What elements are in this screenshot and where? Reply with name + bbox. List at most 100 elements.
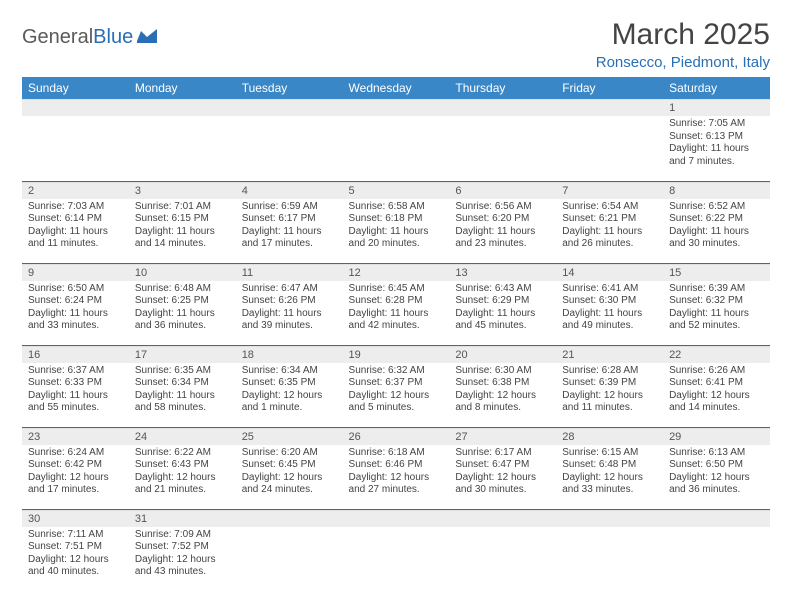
cell-body: Sunrise: 6:20 AMSunset: 6:45 PMDaylight:… bbox=[236, 445, 343, 501]
cell-body: Sunrise: 6:47 AMSunset: 6:26 PMDaylight:… bbox=[236, 281, 343, 337]
cell-body: Sunrise: 6:34 AMSunset: 6:35 PMDaylight:… bbox=[236, 363, 343, 419]
daynum: 6 bbox=[449, 182, 556, 199]
daynum: 22 bbox=[663, 346, 770, 363]
month-title: March 2025 bbox=[596, 18, 770, 52]
cell-body: Sunrise: 7:03 AMSunset: 6:14 PMDaylight:… bbox=[22, 199, 129, 255]
logo-text-general: General bbox=[22, 26, 93, 49]
calendar-cell: 17Sunrise: 6:35 AMSunset: 6:34 PMDayligh… bbox=[129, 345, 236, 427]
cell-body: Sunrise: 7:11 AMSunset: 7:51 PMDaylight:… bbox=[22, 527, 129, 583]
calendar-cell: 4Sunrise: 6:59 AMSunset: 6:17 PMDaylight… bbox=[236, 181, 343, 263]
daynum: 18 bbox=[236, 346, 343, 363]
cell-body: Sunrise: 6:18 AMSunset: 6:46 PMDaylight:… bbox=[343, 445, 450, 501]
calendar-cell: 13Sunrise: 6:43 AMSunset: 6:29 PMDayligh… bbox=[449, 263, 556, 345]
weekday-header: Sunday bbox=[22, 77, 129, 99]
calendar-cell: 30Sunrise: 7:11 AMSunset: 7:51 PMDayligh… bbox=[22, 509, 129, 591]
calendar-cell bbox=[236, 99, 343, 181]
daynum-empty bbox=[556, 99, 663, 116]
daynum-empty bbox=[449, 99, 556, 116]
cell-body: Sunrise: 6:24 AMSunset: 6:42 PMDaylight:… bbox=[22, 445, 129, 501]
daynum-empty bbox=[129, 99, 236, 116]
cell-body: Sunrise: 6:37 AMSunset: 6:33 PMDaylight:… bbox=[22, 363, 129, 419]
daynum: 20 bbox=[449, 346, 556, 363]
daynum: 5 bbox=[343, 182, 450, 199]
daynum: 25 bbox=[236, 428, 343, 445]
cell-body: Sunrise: 6:15 AMSunset: 6:48 PMDaylight:… bbox=[556, 445, 663, 501]
calendar-cell: 28Sunrise: 6:15 AMSunset: 6:48 PMDayligh… bbox=[556, 427, 663, 509]
daynum: 16 bbox=[22, 346, 129, 363]
calendar-cell bbox=[556, 99, 663, 181]
cell-body: Sunrise: 6:58 AMSunset: 6:18 PMDaylight:… bbox=[343, 199, 450, 255]
daynum: 26 bbox=[343, 428, 450, 445]
calendar-cell bbox=[343, 99, 450, 181]
calendar-cell: 15Sunrise: 6:39 AMSunset: 6:32 PMDayligh… bbox=[663, 263, 770, 345]
cell-body: Sunrise: 6:45 AMSunset: 6:28 PMDaylight:… bbox=[343, 281, 450, 337]
daynum-empty bbox=[343, 510, 450, 527]
logo-text-blue: Blue bbox=[93, 26, 133, 49]
daynum: 31 bbox=[129, 510, 236, 527]
calendar-cell: 31Sunrise: 7:09 AMSunset: 7:52 PMDayligh… bbox=[129, 509, 236, 591]
daynum-empty bbox=[663, 510, 770, 527]
calendar-cell bbox=[343, 509, 450, 591]
calendar-cell: 12Sunrise: 6:45 AMSunset: 6:28 PMDayligh… bbox=[343, 263, 450, 345]
daynum-empty bbox=[343, 99, 450, 116]
calendar-cell bbox=[449, 509, 556, 591]
calendar-cell: 11Sunrise: 6:47 AMSunset: 6:26 PMDayligh… bbox=[236, 263, 343, 345]
cell-body: Sunrise: 6:43 AMSunset: 6:29 PMDaylight:… bbox=[449, 281, 556, 337]
weekday-header: Saturday bbox=[663, 77, 770, 99]
cell-body: Sunrise: 6:41 AMSunset: 6:30 PMDaylight:… bbox=[556, 281, 663, 337]
daynum: 27 bbox=[449, 428, 556, 445]
calendar-cell bbox=[129, 99, 236, 181]
cell-body: Sunrise: 6:35 AMSunset: 6:34 PMDaylight:… bbox=[129, 363, 236, 419]
daynum: 30 bbox=[22, 510, 129, 527]
daynum-empty bbox=[236, 510, 343, 527]
weekday-header: Monday bbox=[129, 77, 236, 99]
cell-body: Sunrise: 6:30 AMSunset: 6:38 PMDaylight:… bbox=[449, 363, 556, 419]
calendar-cell: 22Sunrise: 6:26 AMSunset: 6:41 PMDayligh… bbox=[663, 345, 770, 427]
logo: GeneralBlue bbox=[22, 18, 159, 49]
calendar-body: 1Sunrise: 7:05 AMSunset: 6:13 PMDaylight… bbox=[22, 99, 770, 591]
calendar-cell: 2Sunrise: 7:03 AMSunset: 6:14 PMDaylight… bbox=[22, 181, 129, 263]
daynum: 19 bbox=[343, 346, 450, 363]
daynum: 24 bbox=[129, 428, 236, 445]
cell-body: Sunrise: 6:17 AMSunset: 6:47 PMDaylight:… bbox=[449, 445, 556, 501]
daynum: 7 bbox=[556, 182, 663, 199]
calendar-cell: 10Sunrise: 6:48 AMSunset: 6:25 PMDayligh… bbox=[129, 263, 236, 345]
location: Ronsecco, Piedmont, Italy bbox=[596, 54, 770, 71]
cell-body: Sunrise: 6:54 AMSunset: 6:21 PMDaylight:… bbox=[556, 199, 663, 255]
cell-body: Sunrise: 6:59 AMSunset: 6:17 PMDaylight:… bbox=[236, 199, 343, 255]
weekday-header: Friday bbox=[556, 77, 663, 99]
daynum-empty bbox=[22, 99, 129, 116]
daynum-empty bbox=[449, 510, 556, 527]
daynum: 15 bbox=[663, 264, 770, 281]
calendar-cell: 23Sunrise: 6:24 AMSunset: 6:42 PMDayligh… bbox=[22, 427, 129, 509]
calendar-cell: 14Sunrise: 6:41 AMSunset: 6:30 PMDayligh… bbox=[556, 263, 663, 345]
cell-body: Sunrise: 6:13 AMSunset: 6:50 PMDaylight:… bbox=[663, 445, 770, 501]
daynum: 8 bbox=[663, 182, 770, 199]
weekday-header: Thursday bbox=[449, 77, 556, 99]
daynum: 2 bbox=[22, 182, 129, 199]
title-block: March 2025 Ronsecco, Piedmont, Italy bbox=[596, 18, 770, 71]
calendar-cell bbox=[236, 509, 343, 591]
daynum: 10 bbox=[129, 264, 236, 281]
calendar-cell: 29Sunrise: 6:13 AMSunset: 6:50 PMDayligh… bbox=[663, 427, 770, 509]
calendar-cell: 16Sunrise: 6:37 AMSunset: 6:33 PMDayligh… bbox=[22, 345, 129, 427]
cell-body: Sunrise: 6:28 AMSunset: 6:39 PMDaylight:… bbox=[556, 363, 663, 419]
daynum: 14 bbox=[556, 264, 663, 281]
weekday-header: Tuesday bbox=[236, 77, 343, 99]
calendar-cell: 25Sunrise: 6:20 AMSunset: 6:45 PMDayligh… bbox=[236, 427, 343, 509]
calendar-cell: 8Sunrise: 6:52 AMSunset: 6:22 PMDaylight… bbox=[663, 181, 770, 263]
daynum: 4 bbox=[236, 182, 343, 199]
daynum: 23 bbox=[22, 428, 129, 445]
header: GeneralBlue March 2025 Ronsecco, Piedmon… bbox=[22, 18, 770, 71]
calendar-cell: 20Sunrise: 6:30 AMSunset: 6:38 PMDayligh… bbox=[449, 345, 556, 427]
calendar-cell bbox=[449, 99, 556, 181]
calendar-cell: 18Sunrise: 6:34 AMSunset: 6:35 PMDayligh… bbox=[236, 345, 343, 427]
daynum: 11 bbox=[236, 264, 343, 281]
daynum: 13 bbox=[449, 264, 556, 281]
calendar-cell: 3Sunrise: 7:01 AMSunset: 6:15 PMDaylight… bbox=[129, 181, 236, 263]
cell-body: Sunrise: 6:50 AMSunset: 6:24 PMDaylight:… bbox=[22, 281, 129, 337]
weekday-header: Wednesday bbox=[343, 77, 450, 99]
cell-body: Sunrise: 7:09 AMSunset: 7:52 PMDaylight:… bbox=[129, 527, 236, 583]
cell-body: Sunrise: 6:56 AMSunset: 6:20 PMDaylight:… bbox=[449, 199, 556, 255]
daynum: 28 bbox=[556, 428, 663, 445]
